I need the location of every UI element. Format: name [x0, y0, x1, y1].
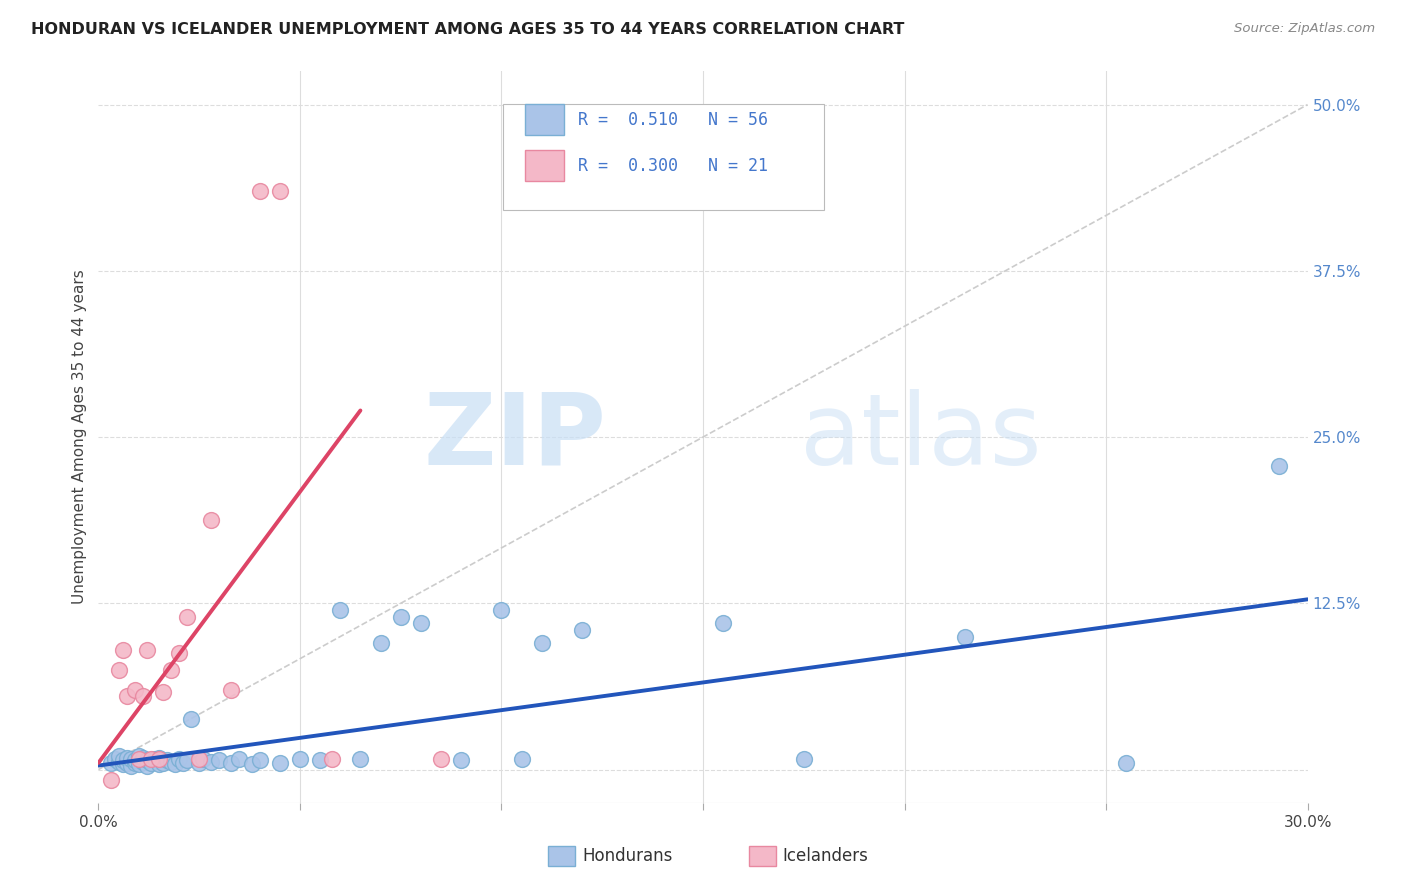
Text: ZIP: ZIP: [423, 389, 606, 485]
Point: [103, 752, 125, 766]
Point: [111, 643, 134, 657]
Point: [120, 752, 142, 766]
Point: [176, 609, 198, 624]
Point: [115, 690, 138, 704]
Point: [132, 750, 155, 764]
Point: [152, 685, 174, 699]
Point: [167, 752, 190, 766]
Point: [115, 750, 138, 764]
Point: [510, 752, 533, 766]
Point: [100, 773, 122, 788]
Point: [1115, 756, 1137, 770]
Point: [491, 603, 513, 617]
Point: [349, 752, 371, 766]
Point: [135, 758, 157, 772]
Point: [221, 682, 243, 697]
Point: [107, 755, 129, 769]
Point: [176, 753, 198, 767]
Point: [288, 752, 311, 766]
Point: [139, 752, 162, 766]
Point: [107, 749, 129, 764]
Point: [143, 752, 166, 766]
Bar: [548, 846, 575, 866]
Point: [711, 616, 734, 631]
Point: [163, 757, 186, 772]
Point: [180, 712, 202, 726]
Point: [128, 749, 150, 764]
Text: atlas: atlas: [800, 389, 1042, 485]
Point: [156, 753, 179, 767]
Point: [188, 756, 211, 770]
Point: [389, 609, 412, 624]
Point: [329, 603, 352, 617]
Point: [148, 752, 170, 766]
Point: [139, 756, 162, 770]
Point: [240, 757, 263, 772]
Point: [148, 750, 170, 764]
Point: [100, 756, 122, 770]
Point: [450, 753, 472, 767]
Point: [111, 757, 134, 772]
Point: [208, 753, 231, 767]
Point: [321, 752, 343, 766]
FancyBboxPatch shape: [503, 104, 824, 211]
Point: [160, 663, 183, 677]
Point: [132, 755, 155, 769]
Point: [167, 646, 190, 660]
Point: [269, 756, 291, 770]
Bar: [526, 104, 564, 135]
Point: [430, 752, 453, 766]
Point: [124, 682, 146, 697]
Point: [107, 663, 129, 677]
Point: [115, 756, 138, 770]
Point: [135, 753, 157, 767]
Point: [135, 643, 157, 657]
Point: [1268, 459, 1291, 474]
Point: [188, 752, 211, 766]
Point: [160, 755, 183, 769]
Point: [120, 758, 142, 772]
Point: [172, 756, 194, 770]
Point: [132, 690, 155, 704]
Point: [152, 756, 174, 770]
Point: [249, 184, 271, 198]
Point: [221, 756, 243, 770]
Point: [128, 752, 150, 766]
Point: [571, 623, 593, 637]
Bar: [749, 846, 776, 866]
Point: [409, 616, 432, 631]
Point: [193, 752, 215, 766]
Point: [128, 757, 150, 772]
Y-axis label: Unemployment Among Ages 35 to 44 years: Unemployment Among Ages 35 to 44 years: [72, 269, 87, 605]
Point: [269, 184, 291, 198]
Point: [228, 752, 250, 766]
Point: [309, 753, 332, 767]
Text: HONDURAN VS ICELANDER UNEMPLOYMENT AMONG AGES 35 TO 44 YEARS CORRELATION CHART: HONDURAN VS ICELANDER UNEMPLOYMENT AMONG…: [31, 22, 904, 37]
Point: [953, 630, 976, 644]
Text: Icelanders: Icelanders: [783, 847, 869, 865]
Text: R =  0.510   N = 56: R = 0.510 N = 56: [578, 111, 769, 128]
Point: [124, 756, 146, 770]
Point: [370, 636, 392, 650]
Point: [530, 636, 553, 650]
Point: [249, 753, 271, 767]
Point: [200, 755, 222, 769]
Bar: [526, 151, 564, 181]
Point: [111, 753, 134, 767]
Text: Hondurans: Hondurans: [582, 847, 672, 865]
Text: R =  0.300   N = 21: R = 0.300 N = 21: [578, 157, 769, 175]
Point: [148, 757, 170, 772]
Point: [793, 752, 815, 766]
Point: [200, 512, 222, 526]
Point: [124, 753, 146, 767]
Text: Source: ZipAtlas.com: Source: ZipAtlas.com: [1234, 22, 1375, 36]
